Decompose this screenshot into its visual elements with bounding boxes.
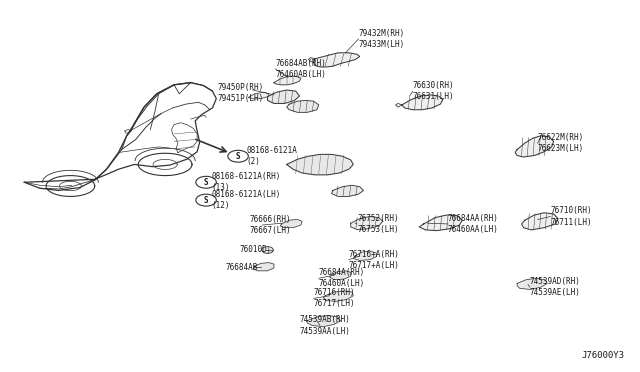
Text: 76010D: 76010D <box>240 246 268 254</box>
Polygon shape <box>517 278 547 289</box>
Polygon shape <box>522 213 558 230</box>
Text: 79450P(RH)
79451P(LH): 79450P(RH) 79451P(LH) <box>218 83 264 103</box>
Text: 76684AA(RH)
76460AA(LH): 76684AA(RH) 76460AA(LH) <box>448 214 499 234</box>
Polygon shape <box>308 58 315 62</box>
Polygon shape <box>515 136 554 157</box>
Polygon shape <box>330 271 351 280</box>
Polygon shape <box>268 90 300 103</box>
Polygon shape <box>253 263 274 271</box>
Polygon shape <box>287 100 319 112</box>
Circle shape <box>196 176 216 188</box>
Polygon shape <box>274 76 301 85</box>
Polygon shape <box>307 315 340 327</box>
Text: 76622M(RH)
76623M(LH): 76622M(RH) 76623M(LH) <box>538 133 584 153</box>
Text: 76666(RH)
76667(LH): 76666(RH) 76667(LH) <box>250 215 291 235</box>
Text: 76684A(RH)
76460A(LH): 76684A(RH) 76460A(LH) <box>319 268 365 288</box>
Text: S: S <box>236 152 241 161</box>
Polygon shape <box>287 154 353 175</box>
Polygon shape <box>323 291 353 301</box>
Text: 76716+A(RH)
76717+A(LH): 76716+A(RH) 76717+A(LH) <box>349 250 399 270</box>
Text: 76710(RH)
76711(LH): 76710(RH) 76711(LH) <box>550 206 592 227</box>
Text: J76000Y3: J76000Y3 <box>581 351 624 360</box>
Text: 76752(RH)
76753(LH): 76752(RH) 76753(LH) <box>357 214 399 234</box>
Text: 74539AB(RH)
74539AA(LH): 74539AB(RH) 74539AA(LH) <box>300 315 350 336</box>
Polygon shape <box>351 217 383 230</box>
Text: 74539AD(RH)
74539AE(LH): 74539AD(RH) 74539AE(LH) <box>530 277 580 297</box>
Text: S: S <box>204 178 209 187</box>
Text: 08168-6121A(LH)
(12): 08168-6121A(LH) (12) <box>211 190 280 210</box>
Circle shape <box>228 150 248 162</box>
Circle shape <box>196 194 216 206</box>
Polygon shape <box>396 103 402 107</box>
Text: 08168-6121A(RH)
(13): 08168-6121A(RH) (13) <box>211 172 280 192</box>
Polygon shape <box>314 53 360 67</box>
Polygon shape <box>248 92 269 99</box>
Text: 76630(RH)
76631(LH): 76630(RH) 76631(LH) <box>413 81 454 101</box>
Text: S: S <box>204 196 209 205</box>
Text: 76684AB: 76684AB <box>225 263 258 272</box>
Text: 08168-6121A
(2): 08168-6121A (2) <box>246 146 297 166</box>
Text: 79432M(RH)
79433M(LH): 79432M(RH) 79433M(LH) <box>358 29 404 49</box>
Polygon shape <box>332 185 364 196</box>
Text: 76684AB(RH)
76460AB(LH): 76684AB(RH) 76460AB(LH) <box>275 59 326 79</box>
Polygon shape <box>353 251 376 260</box>
Circle shape <box>262 247 273 253</box>
Polygon shape <box>280 219 302 228</box>
Polygon shape <box>419 215 462 231</box>
Text: 76716(RH)
76717(LH): 76716(RH) 76717(LH) <box>314 288 355 308</box>
Polygon shape <box>402 95 443 110</box>
